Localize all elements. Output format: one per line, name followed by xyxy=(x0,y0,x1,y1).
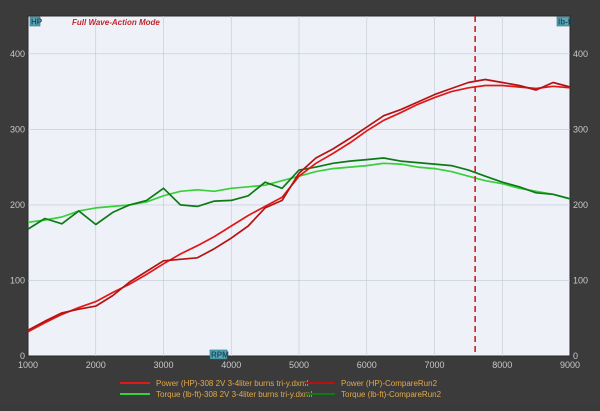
x-tick-label: 3000 xyxy=(153,360,173,370)
y-tick-label-right: 200 xyxy=(573,200,588,210)
unit-badge-left: HP xyxy=(29,16,43,27)
y-tick-label-left: 0 xyxy=(20,351,25,361)
chart-title: Full Wave-Action Mode xyxy=(72,18,160,27)
x-tick-label: 4000 xyxy=(221,360,241,370)
y-tick-label-right: 300 xyxy=(573,124,588,134)
y-tick-label-left: 400 xyxy=(10,49,25,59)
x-unit-label: RPM xyxy=(211,351,229,360)
legend: Power (HP)-308 2V 3-4liter burns tri-y.d… xyxy=(120,379,442,399)
grid xyxy=(28,16,570,356)
y-tick-label-right: 400 xyxy=(573,49,588,59)
legend-label: Power (HP)-CompareRun2 xyxy=(341,379,438,388)
y-tick-label-left: 100 xyxy=(10,275,25,285)
y-tick-label-left: 200 xyxy=(10,200,25,210)
y-tick-label-right: 100 xyxy=(573,275,588,285)
unit-badge-right: lb-ft xyxy=(556,16,573,27)
x-tick-label: 1000 xyxy=(18,360,38,370)
x-tick-label: 6000 xyxy=(357,360,377,370)
y-tick-label-left: 300 xyxy=(10,124,25,134)
series-line xyxy=(27,157,571,230)
left-unit-label: HP xyxy=(31,18,43,27)
x-tick-label: 9000 xyxy=(560,360,580,370)
x-tick-label: 2000 xyxy=(86,360,106,370)
series-line xyxy=(27,78,571,332)
x-tick-label: 8000 xyxy=(492,360,512,370)
y-tick-label-right: 0 xyxy=(573,351,578,361)
right-unit-label: lb-ft xyxy=(558,18,573,27)
x-tick-label: 5000 xyxy=(289,360,309,370)
unit-badge-x: RPM xyxy=(209,349,229,360)
legend-label: Torque (lb-ft)-CompareRun2 xyxy=(341,390,442,399)
legend-label: Power (HP)-308 2V 3-4liter burns tri-y.d… xyxy=(156,379,309,388)
x-tick-label: 7000 xyxy=(424,360,444,370)
series-line xyxy=(27,84,571,333)
legend-label: Torque (lb-ft)-308 2V 3-4liter burns tri… xyxy=(156,390,313,399)
series-lines xyxy=(27,78,571,333)
